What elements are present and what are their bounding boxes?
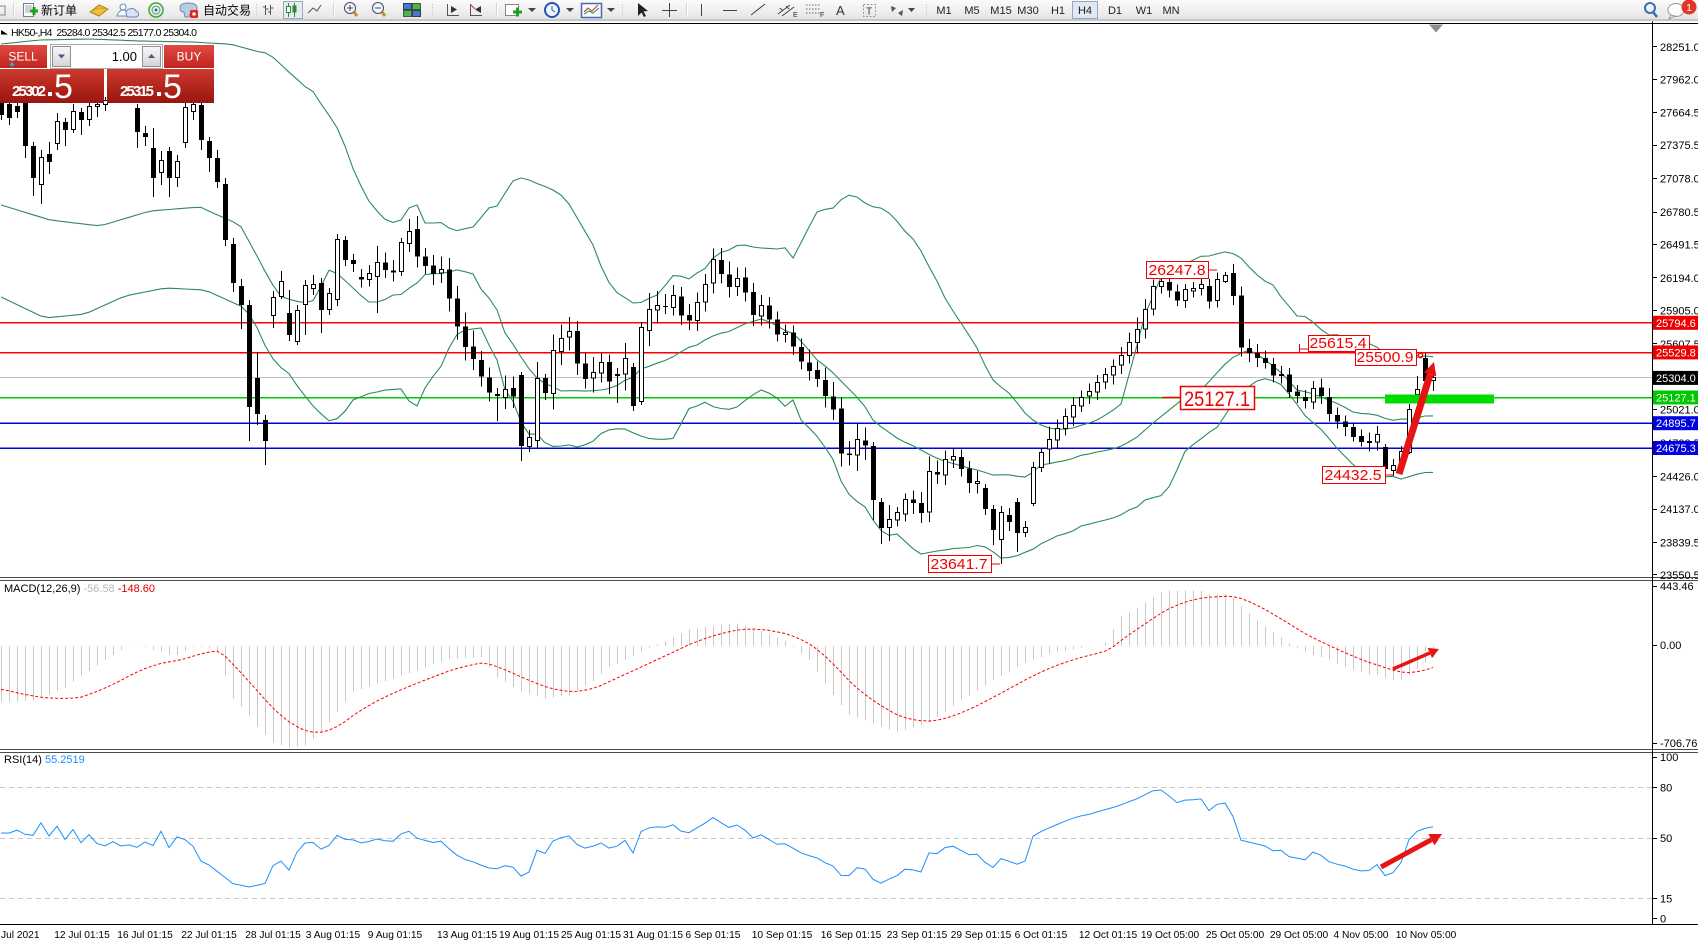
- svg-text:28251.0: 28251.0: [1660, 42, 1698, 54]
- svg-text:15: 15: [1660, 894, 1672, 906]
- svg-text:6 Oct 01:15: 6 Oct 01:15: [1015, 930, 1068, 941]
- svg-text:31 Aug 01:15: 31 Aug 01:15: [623, 930, 683, 941]
- svg-text:12 Jul 01:15: 12 Jul 01:15: [54, 930, 110, 941]
- svg-text:26247.8: 26247.8: [1149, 262, 1206, 279]
- svg-text:25794.6: 25794.6: [1656, 318, 1696, 330]
- svg-text:25615.4: 25615.4: [1310, 335, 1367, 352]
- svg-text:1: 1: [1686, 2, 1692, 14]
- svg-text:自动交易: 自动交易: [203, 3, 251, 18]
- svg-text:M5: M5: [964, 5, 979, 17]
- svg-text:新订单: 新订单: [41, 3, 77, 18]
- svg-text:M1: M1: [936, 5, 951, 17]
- svg-text:H4: H4: [1078, 5, 1092, 17]
- svg-text:23641.7: 23641.7: [931, 556, 988, 573]
- svg-text:MACD(12,26,9) -56.58 -148.60: MACD(12,26,9) -56.58 -148.60: [4, 583, 155, 595]
- svg-text:443.46: 443.46: [1660, 581, 1694, 593]
- svg-text:22 Jul 01:15: 22 Jul 01:15: [181, 930, 237, 941]
- svg-text:25315: 25315: [120, 83, 154, 100]
- svg-text:MN: MN: [1162, 5, 1179, 17]
- svg-text:13 Aug 01:15: 13 Aug 01:15: [437, 930, 497, 941]
- svg-text:100: 100: [1660, 752, 1678, 764]
- svg-text:27375.5: 27375.5: [1660, 140, 1698, 152]
- svg-text:19 Aug 01:15: 19 Aug 01:15: [499, 930, 559, 941]
- svg-text:27078.0: 27078.0: [1660, 174, 1698, 186]
- svg-text:M30: M30: [1017, 5, 1038, 17]
- svg-text:4 Nov 05:00: 4 Nov 05:00: [1334, 930, 1389, 941]
- svg-text:25127.1: 25127.1: [1184, 388, 1250, 411]
- svg-text:A: A: [836, 3, 845, 18]
- svg-text:26491.5: 26491.5: [1660, 240, 1698, 252]
- svg-text:26780.5: 26780.5: [1660, 207, 1698, 219]
- svg-text:BUY: BUY: [177, 50, 202, 64]
- svg-text:16 Jul 01:15: 16 Jul 01:15: [117, 930, 173, 941]
- svg-text:5: 5: [163, 68, 182, 106]
- svg-text:24426.0: 24426.0: [1660, 472, 1698, 484]
- svg-text:23839.5: 23839.5: [1660, 538, 1698, 550]
- svg-text:F: F: [820, 12, 824, 19]
- svg-text:25500.9: 25500.9: [1357, 349, 1414, 366]
- svg-text:Jul 2021: Jul 2021: [1, 930, 40, 941]
- svg-text:25021.0: 25021.0: [1660, 405, 1698, 417]
- svg-text:29 Oct 05:00: 29 Oct 05:00: [1270, 930, 1329, 941]
- svg-text:SELL: SELL: [8, 50, 38, 64]
- svg-text:29 Sep 01:15: 29 Sep 01:15: [951, 930, 1012, 941]
- svg-text:23 Sep 01:15: 23 Sep 01:15: [887, 930, 948, 941]
- svg-text:HK50-,H4 25284.0 25342.5 2517: HK50-,H4 25284.0 25342.5 25177.0 25304.0: [11, 27, 197, 39]
- svg-text:25127.1: 25127.1: [1656, 393, 1696, 405]
- svg-text:28 Jul 01:15: 28 Jul 01:15: [245, 930, 301, 941]
- svg-text:26194.0: 26194.0: [1660, 273, 1698, 285]
- svg-text:5: 5: [54, 68, 73, 106]
- svg-text:T: T: [866, 7, 872, 18]
- svg-text:25302: 25302: [12, 83, 46, 100]
- svg-text:H1: H1: [1051, 5, 1065, 17]
- svg-text:24675.3: 24675.3: [1656, 443, 1696, 455]
- svg-text:25905.0: 25905.0: [1660, 305, 1698, 317]
- svg-text:25304.0: 25304.0: [1656, 373, 1696, 385]
- svg-text:-706.76: -706.76: [1660, 738, 1697, 750]
- svg-text:24432.5: 24432.5: [1325, 467, 1382, 484]
- svg-text:25529.8: 25529.8: [1656, 347, 1696, 359]
- svg-text:W1: W1: [1136, 5, 1153, 17]
- svg-text:0: 0: [1660, 914, 1666, 926]
- svg-text:10 Nov 05:00: 10 Nov 05:00: [1396, 930, 1457, 941]
- svg-text:M15: M15: [990, 5, 1011, 17]
- svg-text:27664.5: 27664.5: [1660, 108, 1698, 120]
- svg-text:1.00: 1.00: [112, 49, 137, 64]
- svg-text:27962.0: 27962.0: [1660, 74, 1698, 86]
- svg-text:3 Aug 01:15: 3 Aug 01:15: [306, 930, 361, 941]
- svg-text:D1: D1: [1108, 5, 1122, 17]
- svg-text:19 Oct 05:00: 19 Oct 05:00: [1141, 930, 1200, 941]
- svg-text:16 Sep 01:15: 16 Sep 01:15: [821, 930, 882, 941]
- svg-text:24895.7: 24895.7: [1656, 418, 1696, 430]
- svg-text:6 Sep 01:15: 6 Sep 01:15: [686, 930, 741, 941]
- svg-text:25 Aug 01:15: 25 Aug 01:15: [561, 930, 621, 941]
- svg-text:E: E: [793, 12, 798, 19]
- svg-text:12 Oct 01:15: 12 Oct 01:15: [1079, 930, 1138, 941]
- svg-text:23550.5: 23550.5: [1660, 570, 1698, 582]
- svg-text:0.00: 0.00: [1660, 640, 1681, 652]
- svg-text:25 Oct 05:00: 25 Oct 05:00: [1206, 930, 1265, 941]
- svg-text:50: 50: [1660, 833, 1672, 845]
- svg-text:24137.0: 24137.0: [1660, 504, 1698, 516]
- svg-text:10 Sep 01:15: 10 Sep 01:15: [752, 930, 813, 941]
- svg-text:RSI(14) 55.2519: RSI(14) 55.2519: [4, 754, 85, 766]
- svg-text:9 Aug 01:15: 9 Aug 01:15: [368, 930, 423, 941]
- svg-text:80: 80: [1660, 783, 1672, 795]
